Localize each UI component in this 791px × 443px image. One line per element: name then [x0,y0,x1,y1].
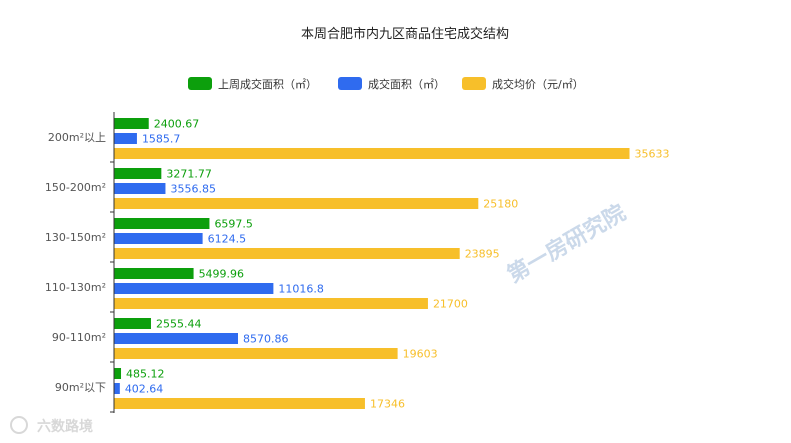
legend-label-2[interactable]: 成交均价（元/㎡） [492,77,584,91]
chart-title: 本周合肥市内九区商品住宅成交结构 [301,26,509,42]
bar-0-1[interactable] [114,168,162,179]
bar-2-3[interactable] [114,298,428,309]
value-label-1-4: 8570.86 [243,333,288,346]
bar-1-1[interactable] [114,183,166,194]
source-logo-icon [10,416,28,434]
value-label-0-2: 6597.5 [214,218,253,231]
category-labels: 200m²以上 150-200m² 130-150m² 110-130m² 90-110… [45,131,114,413]
value-label-2-0: 35633 [635,148,670,161]
value-label-2-2: 23895 [465,248,500,261]
legend-label-1[interactable]: 成交面积（㎡） [368,77,445,91]
category-label-5: 90m²以下 [55,381,106,394]
legend-label-0[interactable]: 上周成交面积（㎡） [218,77,317,91]
bar-2-1[interactable] [114,198,479,209]
category-label-3: 110-130m² [45,281,106,294]
bar-1-4[interactable] [114,333,238,344]
value-label-2-4: 19603 [403,348,438,361]
value-label-1-3: 11016.8 [278,283,324,296]
value-label-0-4: 2555.44 [156,318,202,331]
bar-1-3[interactable] [114,283,274,294]
bar-1-5[interactable] [114,383,120,394]
value-label-0-3: 5499.96 [199,268,245,281]
value-label-2-1: 25180 [483,198,518,211]
bar-0-2[interactable] [114,218,210,229]
value-label-1-2: 6124.5 [208,233,247,246]
value-label-2-3: 21700 [433,298,468,311]
source-mark: 六数路境 [10,416,93,435]
bars-group: 2400.67 1585.7 35633 3271.77 3556.85 25180 659… [114,118,670,411]
legend-swatch-1[interactable] [338,77,362,90]
value-label-0-1: 3271.77 [166,168,212,181]
source-mark-text: 六数路境 [37,418,93,435]
category-label-0: 200m²以上 [48,131,106,144]
value-label-1-0: 1585.7 [142,133,181,146]
bar-2-0[interactable] [114,148,630,159]
category-label-2: 130-150m² [45,231,106,244]
bar-1-2[interactable] [114,233,203,244]
bar-2-2[interactable] [114,248,460,259]
value-label-1-1: 3556.85 [170,183,216,196]
category-label-1: 150-200m² [45,181,106,194]
value-label-2-5: 17346 [370,398,405,411]
bar-2-5[interactable] [114,398,365,409]
bar-0-5[interactable] [114,368,122,379]
value-label-0-0: 2400.67 [154,118,200,131]
category-label-4: 90-110m² [52,331,106,344]
bar-2-4[interactable] [114,348,398,359]
bar-0-4[interactable] [114,318,151,329]
value-label-0-5: 485.12 [126,368,164,381]
bar-0-0[interactable] [114,118,149,129]
legend-swatch-2[interactable] [462,77,486,90]
bar-1-0[interactable] [114,133,137,144]
watermark-text: 第一房研究院 [503,200,630,289]
legend-swatch-0[interactable] [188,77,212,90]
bar-0-3[interactable] [114,268,194,279]
chart-legend: 上周成交面积（㎡） 成交面积（㎡） 成交均价（元/㎡） [188,77,584,91]
value-label-1-5: 402.64 [125,383,164,396]
